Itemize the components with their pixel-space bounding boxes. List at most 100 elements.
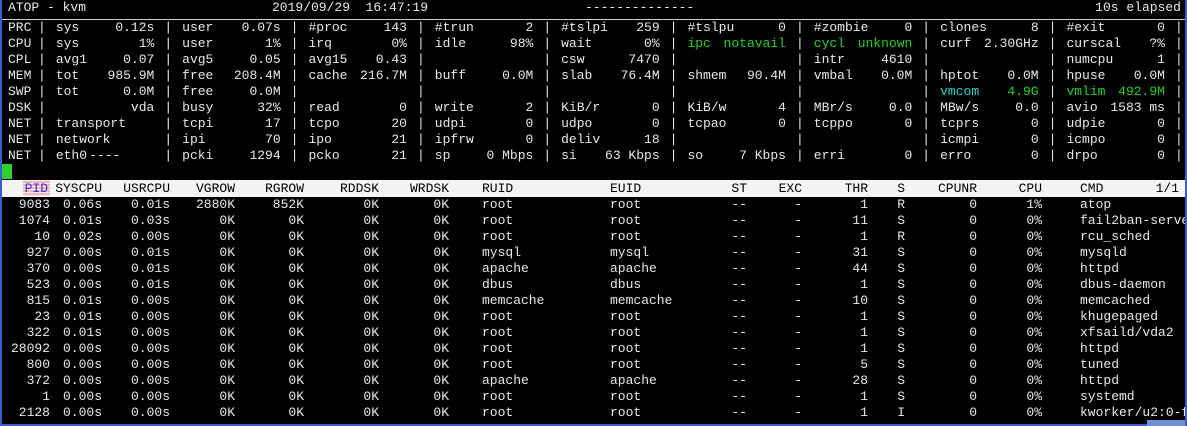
process-cell-thr: 1 (860, 229, 868, 244)
column-header-ruid[interactable]: RUID (482, 180, 514, 196)
column-header-vgrow[interactable]: VGROW (195, 180, 235, 196)
system-stats-panel: PRC | sys 0.12s | user 0.07s | #proc 143 | #trun 2 | #… (2, 20, 1185, 164)
process-row-pid-370[interactable]: 370 0.00s 0.01s 0K 0K 0K 0K apache apache -- -44 S 0… (2, 261, 1185, 277)
field-separator: | (543, 52, 552, 67)
process-row-pid-372[interactable]: 372 0.00s 0.00s 0K 0K 0K 0K apache apache -- -28 S 0… (2, 373, 1185, 389)
process-cell-cpu: 0% (1026, 277, 1042, 292)
column-header-euid[interactable]: EUID (610, 180, 642, 196)
process-cell-pid: 322 (26, 325, 50, 340)
field-value: 8 (1030, 20, 1039, 35)
column-header-usrcpu[interactable]: USRCPU (123, 180, 170, 196)
process-row-pid-1[interactable]: 1 0.00s 0.00s 0K 0K 0K 0K root root -- -1 S 0 0% syste… (2, 389, 1185, 405)
scrollbar-track[interactable] (1185, 0, 1187, 426)
panel-field-vmlim: | vmlim 492.9M (1049, 84, 1175, 100)
process-cell-cmd: khugepaged (1080, 309, 1159, 324)
field-value: 0 (778, 116, 786, 131)
column-header-exc[interactable]: EXC (778, 180, 802, 196)
process-cell-s: S (897, 357, 905, 372)
field-name: sys (55, 20, 80, 35)
field-separator: | (164, 36, 173, 51)
field-separator: | (416, 20, 425, 35)
field-separator: | (416, 116, 425, 131)
process-row-pid-800[interactable]: 800 0.00s 0.00s 0K 0K 0K 0K root root -- -5 S 0 0% tun… (2, 357, 1185, 373)
datetime: 2019/09/29 16:47:19 (272, 0, 429, 15)
field-value: 492.9M (1118, 84, 1165, 99)
panel-field-erri: | erri 0 (796, 148, 922, 164)
process-row-pid-2128[interactable]: 2128 0.00s 0.00s 0K 0K 0K 0K root root -- -1 I 0 0% kw… (2, 405, 1185, 421)
process-cell-wrdsk: 0K (433, 357, 449, 372)
command-line[interactable] (2, 164, 1185, 180)
process-row-pid-10[interactable]: 10 0.02s 0.00s 0K 0K 0K 0K root root -- -1 R 0 0% rcu_… (2, 229, 1185, 245)
process-cell-rddsk: 0K (363, 357, 379, 372)
field-name: avg15 (308, 52, 348, 67)
field-value: 0 (1030, 148, 1039, 163)
panel-field-slab: | slab 76.4M (543, 68, 669, 84)
field-name: user (182, 36, 214, 51)
panel-field-tot: | tot 985.9M (38, 68, 164, 84)
column-header-rgrow[interactable]: RGROW (264, 180, 304, 196)
column-header-s[interactable]: S (897, 180, 905, 196)
field-name: hptot (940, 68, 980, 83)
panel-row-cpu-1: CPU | sys 1% | user 1% | irq 0% | idle 98% | wait 0% | ip… (2, 36, 1185, 52)
process-cell-vgrow: 2880K (195, 197, 235, 212)
field-name: #zombie (813, 20, 869, 35)
field-separator: | (922, 148, 931, 163)
process-row-pid-9083[interactable]: 9083 0.06s 0.01s 2880K 852K 0K 0K root root -- -1 R… (2, 197, 1185, 213)
field-separator: | (1174, 68, 1183, 83)
field-name: tcpao (687, 116, 727, 131)
process-cell-exc: - (794, 197, 802, 212)
process-cell-exc: - (794, 213, 802, 228)
column-header-pid[interactable]: PID (2, 180, 50, 197)
process-cell-s: S (897, 213, 905, 228)
panel-field-proc: | #proc 143 (291, 20, 417, 36)
column-header-st[interactable]: ST (731, 180, 747, 196)
process-table-header[interactable]: PID SYSCPU USRCPU VGROW RGROW RDDSK WRDSK RUID E… (2, 180, 1185, 197)
column-header-cpunr[interactable]: CPUNR (937, 180, 977, 196)
process-row-pid-927[interactable]: 927 0.00s 0.01s 0K 0K 0K 0K mysql mysql -- -31 S 0 0%… (2, 245, 1185, 261)
process-cell-cpunr: 0 (969, 325, 977, 340)
field-name: transport (55, 116, 127, 131)
process-cell-st: -- (731, 309, 747, 324)
panel-row-cpl-2: CPL | avg1 0.07 | avg5 0.05 | avg15 0.43 | | csw 7470… (2, 52, 1185, 68)
column-header-cpu[interactable]: CPU (1018, 180, 1042, 196)
process-cell-st: -- (731, 213, 747, 228)
process-cell-ruid: memcache (482, 293, 545, 308)
field-separator: | (669, 100, 678, 115)
process-cell-rgrow: 0K (288, 277, 304, 292)
column-header-syscpu[interactable]: SYSCPU (55, 180, 102, 196)
scrollbar-corner[interactable] (1147, 420, 1185, 426)
process-cell-cpunr: 0 (969, 389, 977, 404)
process-cell-thr: 44 (852, 261, 868, 276)
field-separator: | (543, 148, 552, 163)
column-header-rddsk[interactable]: RDDSK (339, 180, 379, 196)
column-header-wrdsk[interactable]: WRDSK (409, 180, 449, 196)
field-name: si (561, 148, 577, 163)
panel-field-eth0: | eth0 ---- (38, 148, 164, 164)
process-cell-cmd: httpd (1080, 261, 1120, 276)
process-row-pid-23[interactable]: 23 0.01s 0.00s 0K 0K 0K 0K root root -- -1 S 0 0% khug… (2, 309, 1185, 325)
field-value: 0 (1030, 116, 1039, 131)
process-cell-rddsk: 0K (363, 229, 379, 244)
process-cell-vgrow: 0K (219, 325, 235, 340)
page-indicator: 1/1 (1155, 181, 1179, 196)
column-header-thr[interactable]: THR (844, 180, 868, 196)
process-row-pid-28092[interactable]: 28092 0.00s 0.00s 0K 0K 0K 0K root root -- -1 S 0 0% h… (2, 341, 1185, 357)
panel-field-udpo: | udpo 0 (543, 116, 669, 132)
process-cell-s: S (897, 277, 905, 292)
column-header-cmd[interactable]: CMD (1080, 180, 1104, 196)
process-row-pid-523[interactable]: 523 0.00s 0.01s 0K 0K 0K 0K dbus dbus -- -1 S 0 0% dbu… (2, 277, 1185, 293)
panel-field-icmpi: | icmpi 0 (922, 132, 1048, 148)
panel-row-label: NET (8, 116, 32, 131)
process-cell-ruid: root (482, 229, 514, 244)
panel-field-tcpi: | tcpi 17 (164, 116, 290, 132)
process-cell-cpunr: 0 (969, 405, 977, 420)
field-value: 4 (778, 100, 786, 115)
field-value: 0 (399, 100, 407, 115)
process-cell-rddsk: 0K (363, 389, 379, 404)
field-separator: | (290, 52, 299, 67)
field-name: sys (55, 36, 80, 51)
process-row-pid-1074[interactable]: 1074 0.01s 0.03s 0K 0K 0K 0K root root -- -11 S 0 0% f… (2, 213, 1185, 229)
process-row-pid-815[interactable]: 815 0.01s 0.00s 0K 0K 0K 0K memcache memcache -- -… (2, 293, 1185, 309)
process-row-pid-322[interactable]: 322 0.01s 0.00s 0K 0K 0K 0K root root -- -1 S 0 0% xfs… (2, 325, 1185, 341)
